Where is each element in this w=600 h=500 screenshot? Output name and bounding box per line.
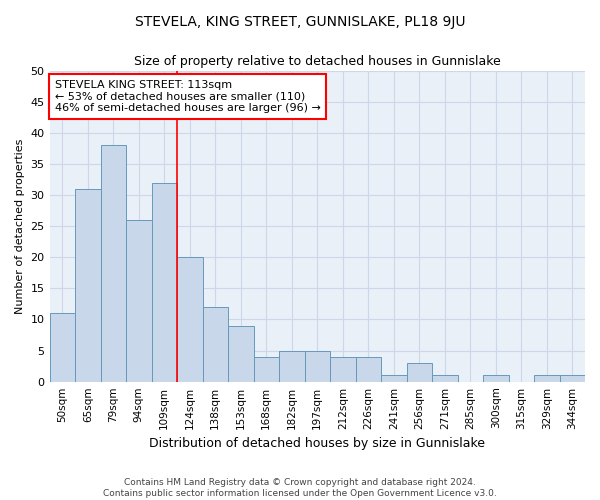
Bar — [279, 350, 305, 382]
Text: STEVELA KING STREET: 113sqm
← 53% of detached houses are smaller (110)
46% of se: STEVELA KING STREET: 113sqm ← 53% of det… — [55, 80, 321, 113]
Bar — [305, 350, 330, 382]
Bar — [228, 326, 254, 382]
Text: STEVELA, KING STREET, GUNNISLAKE, PL18 9JU: STEVELA, KING STREET, GUNNISLAKE, PL18 9… — [135, 15, 465, 29]
Bar — [381, 376, 407, 382]
Bar — [483, 376, 509, 382]
Bar — [126, 220, 152, 382]
Text: Contains HM Land Registry data © Crown copyright and database right 2024.
Contai: Contains HM Land Registry data © Crown c… — [103, 478, 497, 498]
Bar — [75, 189, 101, 382]
Bar — [152, 182, 177, 382]
Title: Size of property relative to detached houses in Gunnislake: Size of property relative to detached ho… — [134, 55, 500, 68]
Bar — [203, 307, 228, 382]
Bar — [330, 357, 356, 382]
Bar — [356, 357, 381, 382]
Bar — [432, 376, 458, 382]
Bar — [101, 145, 126, 382]
Bar — [534, 376, 560, 382]
Bar — [560, 376, 585, 382]
X-axis label: Distribution of detached houses by size in Gunnislake: Distribution of detached houses by size … — [149, 437, 485, 450]
Bar — [407, 363, 432, 382]
Bar — [254, 357, 279, 382]
Y-axis label: Number of detached properties: Number of detached properties — [15, 138, 25, 314]
Bar — [50, 313, 75, 382]
Bar — [177, 257, 203, 382]
